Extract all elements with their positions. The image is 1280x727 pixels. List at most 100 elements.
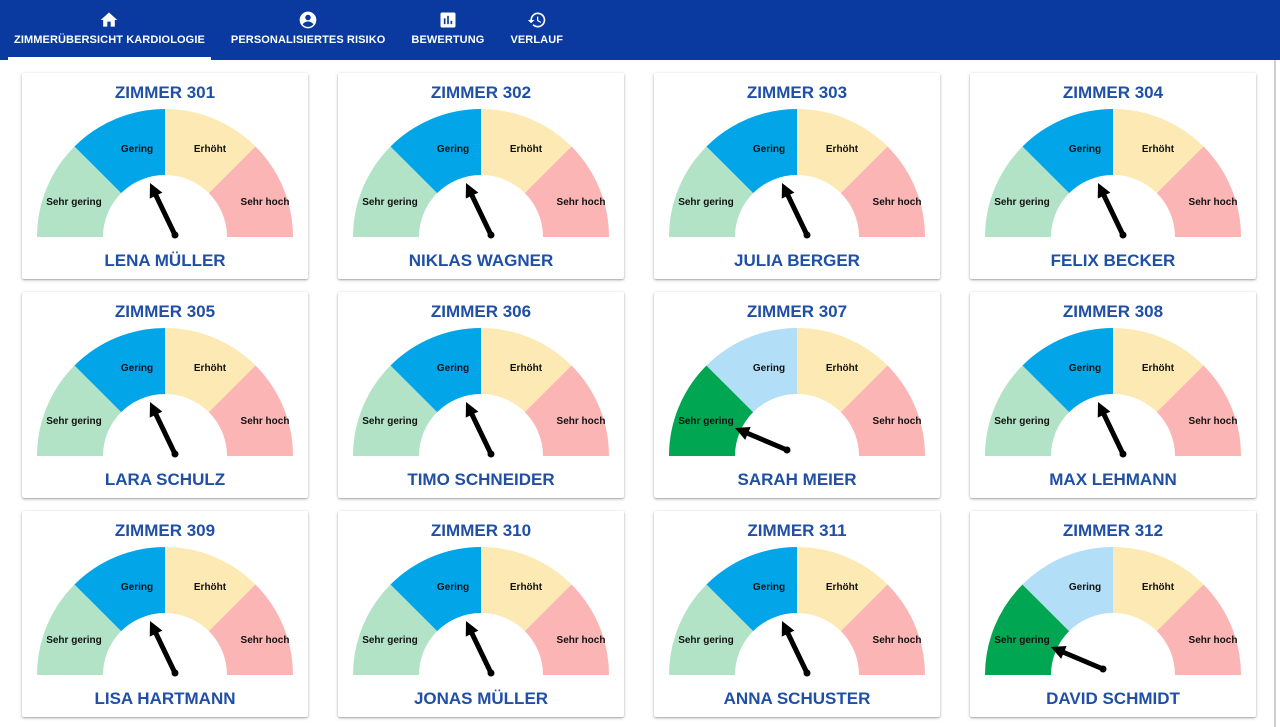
label-elevated: Erhöht (1142, 582, 1175, 593)
patient-name: JULIA BERGER (734, 251, 860, 270)
gauge-segment-very-high (524, 365, 609, 456)
gauge-segment-very-low (353, 584, 438, 675)
gauge-needle (782, 187, 810, 238)
gauge-segment-very-low (985, 365, 1070, 456)
risk-gauge: Sehr gering Gering Erhöht Sehr hoch (669, 109, 925, 239)
tab-label: VERLAUF (510, 34, 564, 46)
room-card[interactable]: ZIMMER 309 Sehr gering Gering Erhöht Sehr ho… (22, 511, 308, 717)
gauge-needle-pivot (783, 446, 791, 454)
risk-gauge: Sehr gering Gering Erhöht Sehr hoch (669, 328, 925, 456)
gauge-segment-very-high (840, 146, 925, 237)
gauge-needle-head (1051, 646, 1067, 659)
label-elevated: Erhöht (510, 363, 543, 374)
gauge-needle (466, 187, 494, 238)
gauge-needle-pivot (1099, 665, 1107, 673)
home-icon (101, 12, 118, 27)
gauge-segment-very-low (37, 584, 122, 675)
label-very-high: Sehr hoch (557, 197, 606, 208)
gauge-segment-very-high (1156, 146, 1241, 237)
label-very-low: Sehr gering (678, 416, 734, 427)
gauge-segment-elevated (797, 547, 888, 632)
room-title: ZIMMER 307 (746, 302, 848, 321)
gauge-segment-very-high (524, 146, 609, 237)
gauge-needle-pivot (171, 450, 179, 458)
gauge-segment-very-low (353, 146, 438, 237)
room-title: ZIMMER 312 (1062, 521, 1164, 540)
label-elevated: Erhöht (194, 582, 227, 593)
label-low: Gering (121, 144, 153, 155)
gauge-segment-elevated (165, 547, 256, 632)
label-elevated: Erhöht (826, 363, 859, 374)
tab-verlauf[interactable]: VERLAUF (504, 0, 569, 60)
label-low: Gering (1069, 363, 1101, 374)
gauge-needle (739, 428, 790, 453)
gauge-needle-pivot (1119, 231, 1127, 239)
gauge-segment-very-low (37, 146, 122, 237)
label-very-high: Sehr hoch (1189, 197, 1238, 208)
gauge-segment-very-low (985, 146, 1070, 237)
room-card[interactable]: ZIMMER 304 Sehr gering Gering Erhöht Sehr ho… (970, 73, 1256, 279)
patient-name: LISA HARTMANN (94, 689, 236, 708)
room-title: ZIMMER 304 (1062, 83, 1164, 102)
gauge-segment-elevated (481, 328, 572, 413)
gauge-needle-head (465, 402, 479, 418)
history-icon (527, 12, 546, 28)
gauge-segment-low (390, 328, 481, 413)
room-card[interactable]: ZIMMER 308 Sehr gering Gering Erhöht Sehr ho… (970, 292, 1256, 498)
label-very-high: Sehr hoch (873, 416, 922, 427)
top-navigation-bar: ZIMMERÜBERSICHT KARDIOLOGIE PERSONALISIE… (0, 0, 1280, 60)
patient-name: ANNA SCHUSTER (723, 689, 871, 708)
gauge-segment-very-low (669, 365, 754, 456)
risk-gauge: Sehr gering Gering Erhöht Sehr hoch (353, 109, 609, 239)
gauge-segment-low (1022, 547, 1113, 632)
patient-name: LARA SCHULZ (104, 470, 226, 489)
gauge-segment-low (1022, 109, 1113, 194)
tab-zimmeruebersicht[interactable]: ZIMMERÜBERSICHT KARDIOLOGIE (8, 0, 211, 60)
gauge-needle-pivot (1119, 450, 1127, 458)
label-elevated: Erhöht (1142, 363, 1175, 374)
room-card[interactable]: ZIMMER 306 Sehr gering Gering Erhöht Sehr ho… (338, 292, 624, 498)
tab-personalisiertes-risiko[interactable]: PERSONALISIERTES RISIKO (225, 0, 392, 60)
gauge-needle-head (735, 427, 751, 440)
gauge-segment-low (706, 328, 797, 413)
gauge-segment-low (74, 109, 165, 194)
gauge-needle-head (1097, 183, 1111, 199)
gauge-needle-pivot (487, 231, 495, 239)
risk-gauge: Sehr gering Gering Erhöht Sehr hoch (353, 547, 609, 677)
room-title: ZIMMER 305 (114, 302, 216, 321)
gauge-segment-very-high (208, 146, 293, 237)
room-card[interactable]: ZIMMER 311 Sehr gering Gering Erhöht Sehr ho… (654, 511, 940, 717)
room-card[interactable]: ZIMMER 303 Sehr gering Gering Erhöht Sehr ho… (654, 73, 940, 279)
patient-name: MAX LEHMANN (1049, 470, 1177, 489)
gauge-segment-very-high (208, 584, 293, 675)
patient-name: FELIX BECKER (1050, 251, 1176, 270)
room-title: ZIMMER 301 (114, 83, 216, 102)
room-card[interactable]: ZIMMER 302 Sehr gering Gering Erhöht Sehr ho… (338, 73, 624, 279)
label-low: Gering (753, 363, 785, 374)
patient-name: DAVID SCHMIDT (1046, 689, 1180, 708)
gauge-needle-pivot (803, 669, 811, 677)
room-card[interactable]: ZIMMER 301 Sehr gering Gering Erhöht Sehr ho… (22, 73, 308, 279)
tab-bewertung[interactable]: BEWERTUNG (405, 0, 490, 60)
gauge-segment-very-high (1156, 365, 1241, 456)
risk-gauge: Sehr gering Gering Erhöht Sehr hoch (669, 547, 925, 677)
room-card[interactable]: ZIMMER 307 Sehr gering Gering Erhöht Sehr ho… (654, 292, 940, 498)
label-very-low: Sehr gering (362, 416, 418, 427)
gauge-segment-very-low (353, 365, 438, 456)
gauge-needle-head (465, 621, 479, 637)
gauge-segment-very-high (1156, 584, 1241, 675)
room-card[interactable]: ZIMMER 310 Sehr gering Gering Erhöht Sehr ho… (338, 511, 624, 717)
gauge-needle-pivot (487, 450, 495, 458)
gauge-needle (466, 625, 494, 676)
gauge-segment-very-low (985, 584, 1070, 675)
gauge-needle (1098, 406, 1126, 457)
nav-tabs: ZIMMERÜBERSICHT KARDIOLOGIE PERSONALISIE… (0, 0, 1280, 60)
room-title: ZIMMER 308 (1062, 302, 1164, 321)
room-card[interactable]: ZIMMER 312 Sehr gering Gering Erhöht Sehr ho… (970, 511, 1256, 717)
gauge-needle (1055, 647, 1106, 672)
label-low: Gering (753, 582, 785, 593)
label-elevated: Erhöht (510, 144, 543, 155)
room-card[interactable]: ZIMMER 305 Sehr gering Gering Erhöht Sehr ho… (22, 292, 308, 498)
gauge-segment-very-high (840, 365, 925, 456)
label-low: Gering (121, 582, 153, 593)
